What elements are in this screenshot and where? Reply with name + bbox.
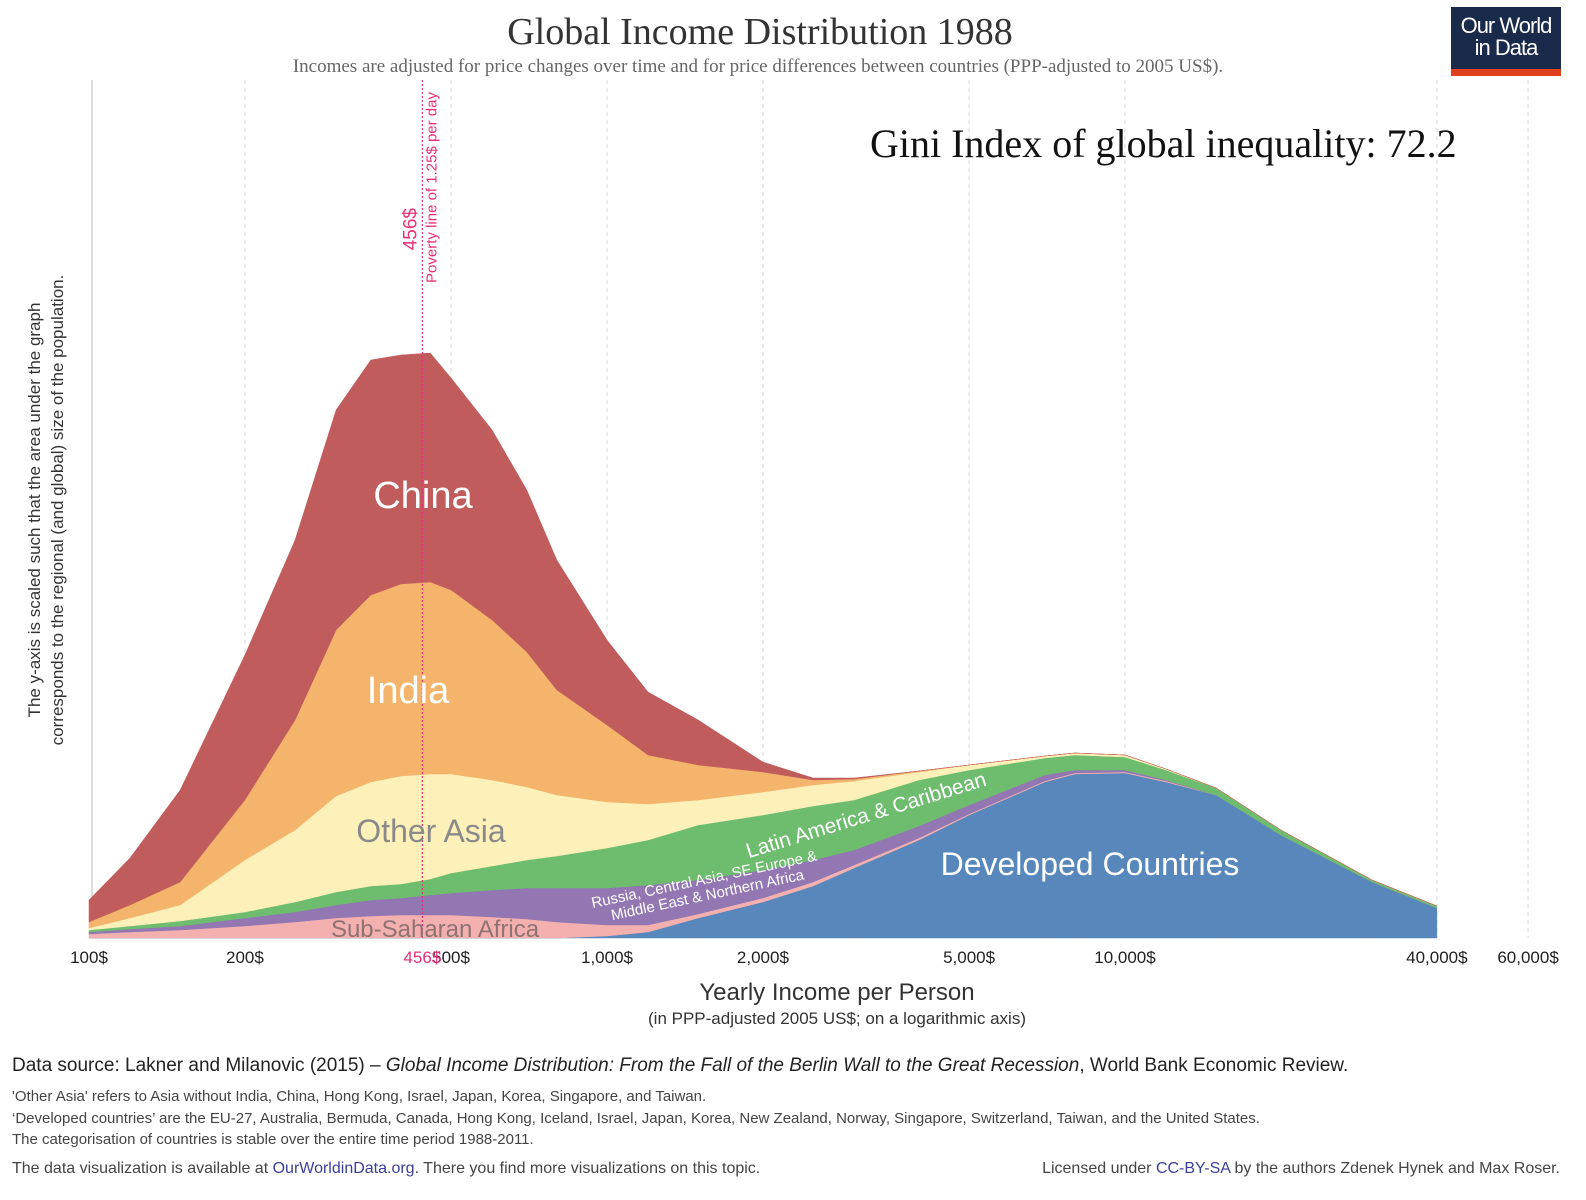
chart-subtitle: Incomes are adjusted for price changes o…	[292, 56, 1224, 77]
license-suffix: by the authors Zdenek Hynek and Max Rose…	[1230, 1160, 1560, 1177]
x-axis-title: Yearly Income per Person	[699, 979, 974, 1006]
label-india: India	[367, 670, 450, 712]
license-note: Licensed under CC-BY-SA by the authors Z…	[1042, 1160, 1560, 1178]
label-other-asia: Other Asia	[356, 813, 506, 849]
x-tick-label: 5,000$	[943, 948, 996, 967]
logo-line2: in Data	[1474, 35, 1539, 60]
owid-link[interactable]: OurWorldinData.org	[272, 1160, 415, 1177]
x-tick-label: 10,000$	[1094, 948, 1156, 967]
poverty-line-value: 456$	[400, 208, 421, 251]
x-tick-label: 60,000$	[1497, 948, 1559, 967]
license-link[interactable]: CC-BY-SA	[1155, 1160, 1231, 1177]
x-tick-label: 200$	[226, 948, 264, 967]
note-categorisation: The categorisation of countries is stabl…	[12, 1131, 534, 1148]
stacked-areas	[88, 352, 1438, 939]
avail-suffix: . There you find more visualizations on …	[414, 1160, 761, 1177]
data-source: Data source: Lakner and Milanovic (2015)…	[12, 1055, 1348, 1077]
area-china	[88, 352, 1437, 923]
x-tick-label: 100$	[70, 948, 108, 967]
x-tick-label: 2,000$	[737, 948, 790, 967]
chart-title: Global Income Distribution 1988	[507, 11, 1013, 53]
source-prefix: Data source: Lakner and Milanovic (2015)…	[12, 1055, 386, 1076]
y-axis-label-line2: corresponds to the regional (and global)…	[48, 275, 67, 746]
availability-note: The data visualization is available at O…	[12, 1160, 760, 1178]
x-tick-labels: 100$ 200$ 500$ 1,000$ 2,000$ 5,000$ 10,000$ 40,…	[70, 948, 1559, 967]
x-tick-label: 500$	[432, 948, 470, 967]
label-developed: Developed Countries	[941, 846, 1240, 882]
owid-logo[interactable]: Our World in Data	[1451, 7, 1561, 76]
source-title: Global Income Distribution: From the Fal…	[385, 1055, 1080, 1076]
avail-prefix: The data visualization is available at	[12, 1160, 273, 1177]
x-tick-label: 1,000$	[581, 948, 634, 967]
x-tick-label: 40,000$	[1406, 948, 1468, 967]
source-suffix: , World Bank Economic Review.	[1079, 1055, 1349, 1076]
poverty-line-label: Poverty line of 1.25$ per day	[423, 92, 440, 283]
x-axis-subtitle: (in PPP-adjusted 2005 US$; on a logarith…	[648, 1009, 1026, 1028]
logo-accent-bar	[1451, 69, 1561, 76]
note-other-asia: 'Other Asia' refers to Asia without Indi…	[12, 1088, 707, 1105]
license-prefix: Licensed under	[1042, 1160, 1156, 1177]
y-axis-label-line1: The y-axis is scaled such that the area …	[25, 303, 44, 718]
label-china: China	[373, 475, 473, 517]
note-developed: ‘Developed countries’ are the EU-27, Aus…	[12, 1110, 1260, 1127]
poverty-tick-label: 456$	[403, 948, 441, 967]
logo-line1: Our World	[1460, 13, 1553, 38]
label-sub-saharan-africa: Sub-Saharan Africa	[331, 916, 540, 943]
gini-index: Gini Index of global inequality: 72.2	[870, 121, 1457, 166]
